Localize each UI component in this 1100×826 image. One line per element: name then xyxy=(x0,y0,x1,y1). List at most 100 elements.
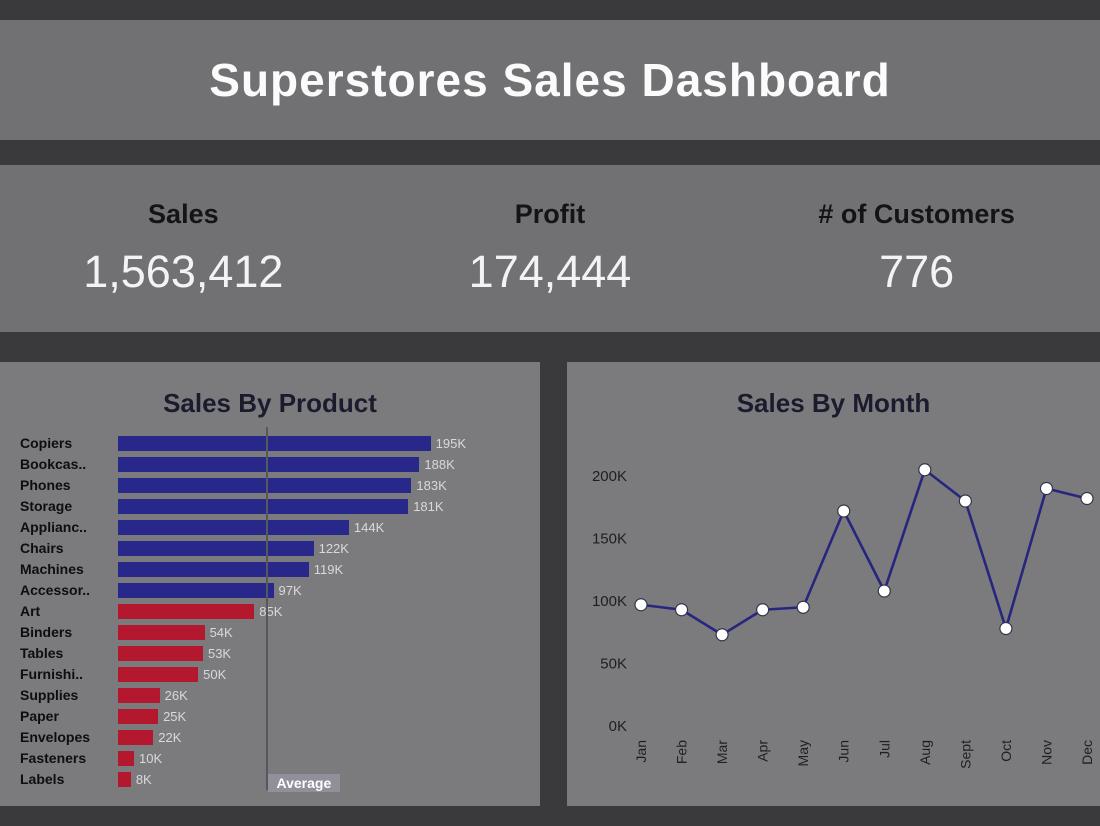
bar-value-label: 85K xyxy=(259,604,283,619)
line-chart-wrap: 0K 50K 100K 150K 200K Jan Feb Mar Apr May Jun Jul Au… xyxy=(567,429,1100,806)
bar-mark[interactable] xyxy=(118,730,154,745)
bar-row: 195K xyxy=(118,433,506,454)
line-marker[interactable] xyxy=(715,628,729,642)
bar-row: 122K xyxy=(118,538,506,559)
bar-mark[interactable] xyxy=(118,625,205,640)
line-marker[interactable] xyxy=(877,584,891,598)
bar-category-label: Chairs xyxy=(20,540,64,556)
axis-tick-label: Jun xyxy=(836,740,852,763)
bar-row: 53K xyxy=(118,643,506,664)
bar-mark[interactable] xyxy=(118,478,412,493)
bar-category-label: Applianc.. xyxy=(20,519,87,535)
bar-value-label: 50K xyxy=(203,667,227,682)
bar-value-label: 54K xyxy=(209,625,233,640)
dashboard-title: Superstores Sales Dashboard xyxy=(209,54,891,106)
bar-mark[interactable] xyxy=(118,646,203,661)
bar-value-label: 26K xyxy=(164,688,188,703)
bar-category-label: Furnishi.. xyxy=(20,666,83,682)
bar-row: 188K xyxy=(118,454,506,475)
bar-mark[interactable] xyxy=(118,541,314,556)
bar-value-label: 119K xyxy=(313,562,344,577)
line-marker[interactable] xyxy=(1039,481,1054,496)
bar-mark[interactable] xyxy=(118,499,409,514)
line-marker[interactable] xyxy=(918,463,932,477)
bar-row: 54K xyxy=(118,622,506,643)
bar-row: 25K xyxy=(118,706,506,727)
bar-chart-title: Sales By Product xyxy=(163,388,377,418)
sales-by-product-panel: Sales By Product Copiers Bookcas.. Phones S… xyxy=(0,362,540,806)
bar-category-label: Machines xyxy=(20,561,84,577)
bar-category-label: Storage xyxy=(20,498,73,514)
panels-row: Sales By Product Copiers Bookcas.. Phones S… xyxy=(0,362,1100,806)
line-chart: 0K 50K 100K 150K 200K Jan Feb Mar Apr May Jun Jul Au… xyxy=(592,463,1095,769)
line-marker[interactable] xyxy=(958,494,972,508)
bar-mark[interactable] xyxy=(118,604,255,619)
bar-value-label: 181K xyxy=(413,499,444,514)
line-marker[interactable] xyxy=(756,603,770,617)
line-marker[interactable] xyxy=(1080,491,1094,506)
bar-value-label: 22K xyxy=(158,730,182,745)
kpi-sales-label: Sales xyxy=(148,199,219,229)
bar-value-label: 53K xyxy=(207,646,232,661)
bar-value-label: 10K xyxy=(139,751,163,766)
bar-row: 26K xyxy=(118,685,506,706)
sales-by-month-panel: Sales By Month 0K 50K 100K 150K 200K Jan Feb Ma… xyxy=(567,362,1100,806)
bar-category-label: Bookcas.. xyxy=(20,456,87,472)
axis-tick-label: Mar xyxy=(714,740,730,764)
average-line-label: Average xyxy=(267,774,341,792)
bar-category-label: Phones xyxy=(20,477,71,493)
bar-mark[interactable] xyxy=(118,667,199,682)
bar-mark[interactable] xyxy=(118,562,309,577)
bar-row: 10K xyxy=(118,748,506,769)
bar-mark[interactable] xyxy=(118,688,160,703)
line-marker[interactable] xyxy=(634,598,648,612)
bar-mark[interactable] xyxy=(118,751,135,766)
bar-row: 22K xyxy=(118,727,506,748)
bar-chart: Copiers Bookcas.. Phones Storage Applianc.. C… xyxy=(0,427,540,792)
bar-category-label: Paper xyxy=(20,708,59,724)
bar-category-label: Binders xyxy=(20,624,73,640)
kpi-customers-label: # of Customers xyxy=(818,199,1015,229)
bar-category-label: Accessor.. xyxy=(20,582,91,598)
bar-mark[interactable] xyxy=(118,457,420,472)
axis-tick-label: Aug xyxy=(917,740,933,765)
bar-value-label: 8K xyxy=(135,772,152,787)
axis-tick-label: Nov xyxy=(1038,740,1054,765)
bar-category-labels: Copiers Bookcas.. Phones Storage Applianc.. C… xyxy=(20,433,118,790)
axis-tick-label: Jan xyxy=(633,740,649,763)
bar-mark[interactable] xyxy=(118,772,131,787)
line-marker[interactable] xyxy=(674,603,689,617)
bar-category-label: Envelopes xyxy=(20,729,91,745)
bar-value-label: 188K xyxy=(424,457,455,472)
axis-tick-label: May xyxy=(795,740,811,766)
bar-value-label: 195K xyxy=(435,436,467,451)
bar-mark[interactable] xyxy=(118,583,274,598)
line-marker[interactable] xyxy=(837,504,851,518)
bar-category-label: Supplies xyxy=(20,687,79,703)
line-marker[interactable] xyxy=(796,600,810,614)
bar-mark[interactable] xyxy=(118,520,349,535)
bar-row: 50K xyxy=(118,664,506,685)
bars-column: 195K 188K 183K 181K 144K 122K 119K 97K 85K 54K 53K… xyxy=(118,427,506,792)
bar-row: 8K xyxy=(118,769,506,790)
bar-category-label: Copiers xyxy=(20,435,73,451)
axis-tick-label: 50K xyxy=(600,656,627,673)
bar-value-label: 122K xyxy=(318,541,349,556)
kpi-profit-label: Profit xyxy=(514,199,586,229)
bar-mark[interactable] xyxy=(118,436,431,451)
header-band: Superstores Sales Dashboard xyxy=(0,20,1100,140)
bar-row: 183K xyxy=(118,475,506,496)
bar-category-label: Fasteners xyxy=(20,750,87,766)
bar-value-label: 97K xyxy=(278,583,302,598)
bar-category-label: Labels xyxy=(20,771,65,787)
axis-tick-label: Apr xyxy=(755,740,771,762)
bar-mark[interactable] xyxy=(118,709,159,724)
kpi-profit: Profit 174,444 xyxy=(367,199,734,298)
line-chart-title: Sales By Month xyxy=(736,388,931,418)
line-marker[interactable] xyxy=(999,621,1013,636)
axis-tick-label: 0K xyxy=(609,718,627,735)
bar-row: 144K xyxy=(118,517,506,538)
kpi-customers: # of Customers 776 xyxy=(733,199,1100,298)
bar-category-label: Art xyxy=(20,603,41,619)
axis-tick-label: 100K xyxy=(592,593,627,610)
